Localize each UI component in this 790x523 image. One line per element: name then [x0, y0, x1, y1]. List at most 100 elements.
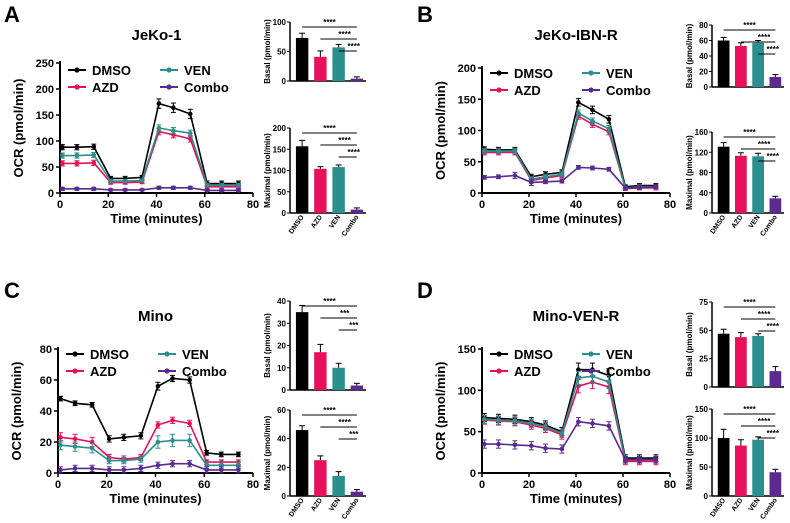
data-point — [138, 466, 144, 471]
data-point — [60, 186, 65, 192]
x-tick-label: Combo — [341, 214, 361, 238]
data-point — [60, 161, 65, 166]
legend-marker — [72, 351, 78, 357]
y-axis-label: Maximal (pmol/min) — [263, 415, 272, 490]
y-tick-label: 20 — [699, 68, 708, 77]
y-tick-label: 250 — [36, 58, 54, 70]
x-tick-label: 40 — [570, 199, 582, 211]
y-tick-label: 0 — [704, 83, 709, 92]
bar-ven — [332, 167, 345, 213]
series-line — [484, 166, 656, 189]
significance-label: **** — [338, 30, 351, 39]
y-tick-label: 0 — [704, 209, 709, 218]
x-tick-label: 20 — [523, 479, 535, 491]
y-tick-label: 30 — [277, 319, 286, 328]
y-tick-label: 150 — [458, 344, 476, 356]
data-point — [187, 461, 192, 467]
data-point — [58, 396, 63, 401]
y-tick-label: 0 — [282, 386, 287, 395]
data-point — [72, 436, 78, 442]
data-point — [576, 367, 581, 372]
series-line — [484, 111, 656, 189]
y-tick-label: 50 — [699, 326, 708, 335]
y-tick-label: 100 — [273, 18, 287, 27]
data-point — [576, 375, 581, 381]
y-tick-label: 50 — [464, 157, 476, 169]
bar-azd — [314, 352, 327, 390]
x-tick-label: 80 — [664, 479, 676, 491]
data-point — [170, 438, 175, 443]
y-tick-label: 0 — [704, 383, 709, 392]
series-line — [484, 381, 656, 463]
data-point — [187, 185, 193, 191]
data-point — [529, 180, 534, 185]
data-point — [89, 402, 95, 408]
significance-label: **** — [758, 140, 771, 149]
data-point — [139, 178, 145, 183]
legend-entry-azd: AZD — [68, 80, 119, 95]
series-ven — [481, 369, 659, 464]
y-axis-label: Basal (pmol/min) — [685, 23, 694, 88]
significance-label: **** — [348, 42, 361, 51]
y-tick-label: 0 — [282, 492, 287, 501]
panel-label-d: D — [417, 278, 433, 303]
bar-ven — [332, 475, 345, 496]
x-tick-label: 60 — [617, 199, 629, 211]
legend-marker — [588, 70, 594, 76]
y-tick-label: 100 — [458, 126, 476, 138]
x-tick-label: 20 — [102, 199, 114, 211]
bar-dmso — [295, 37, 309, 81]
y-axis-label: Maximal (pmol/min) — [685, 415, 694, 490]
legend-entry-azd: AZD — [490, 364, 541, 379]
series-line — [60, 439, 239, 467]
bar-dmso — [717, 438, 730, 496]
bar-combo — [769, 371, 782, 387]
y-axis-label: OCR (pmol/min) — [9, 362, 24, 461]
legend-entry-combo: Combo — [582, 364, 651, 379]
legend-marker — [588, 351, 594, 357]
x-tick-label: 0 — [479, 479, 485, 491]
data-point — [512, 173, 518, 178]
x-tick-label: 0 — [57, 199, 63, 211]
x-axis-label: Time (minutes) — [530, 491, 622, 506]
significance-label: **** — [743, 298, 756, 307]
significance-label: **** — [758, 417, 771, 426]
y-tick-label: 50 — [277, 48, 286, 57]
data-point — [543, 179, 548, 185]
x-tick-label: DMSO — [709, 497, 727, 519]
data-point — [590, 421, 595, 426]
data-point — [58, 442, 63, 448]
bar-azd — [314, 460, 327, 496]
data-point — [204, 467, 209, 473]
series-combo — [57, 460, 241, 474]
data-point — [155, 422, 161, 428]
x-tick-label: 80 — [664, 199, 676, 211]
data-point — [606, 166, 612, 172]
x-tick-label: VEN — [748, 214, 762, 230]
bar-combo — [769, 472, 782, 496]
series-line — [60, 419, 239, 463]
significance-label: **** — [338, 418, 351, 427]
data-point — [58, 435, 63, 440]
bar-dmso — [295, 146, 309, 213]
y-tick-label: 60 — [277, 406, 286, 415]
bar-combo — [350, 78, 364, 81]
data-point — [171, 185, 176, 191]
legend-label: DMSO — [92, 63, 131, 78]
data-point — [606, 126, 612, 131]
data-point — [74, 161, 80, 166]
data-point — [512, 442, 518, 448]
x-axis-label: Time (minutes) — [530, 211, 622, 226]
data-point — [576, 165, 581, 170]
y-tick-label: 150 — [695, 405, 709, 414]
data-point — [108, 187, 113, 193]
legend-label: AZD — [90, 364, 117, 379]
x-tick-label: VEN — [328, 497, 342, 513]
x-tick-label: VEN — [748, 497, 762, 513]
legend-label: Combo — [606, 364, 651, 379]
legend-entry-ven: VEN — [158, 347, 209, 362]
data-point — [606, 116, 612, 122]
line-chart-B: JeKo-IBN-R 0 50 100 150 200 0 20 40 60 80 Time (min… — [433, 27, 676, 226]
